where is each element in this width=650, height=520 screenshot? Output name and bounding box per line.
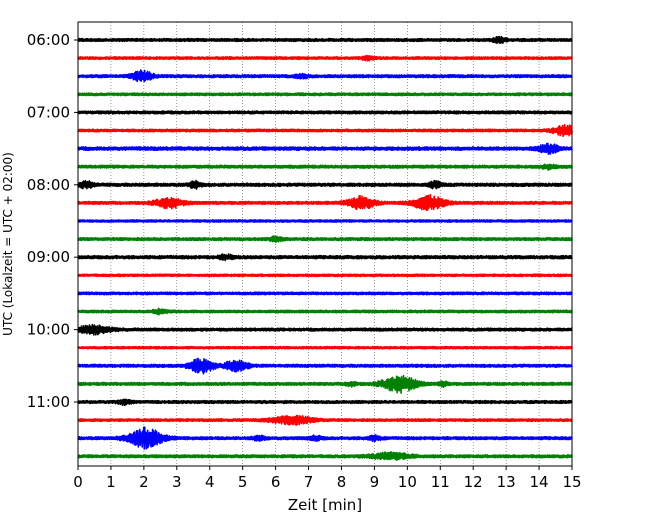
y-tick-label: 11:00 — [27, 393, 70, 411]
trace-10:15 — [77, 345, 573, 350]
trace-07:30 — [77, 142, 573, 155]
trace-11:15 — [77, 414, 573, 426]
x-tick-label: 10 — [398, 473, 417, 491]
trace-09:15 — [77, 273, 573, 278]
trace-07:00 — [77, 110, 573, 115]
trace-09:30 — [77, 291, 573, 296]
x-grid — [110, 22, 540, 466]
trace-11:30 — [77, 426, 573, 450]
y-tick-label: 09:00 — [27, 248, 70, 266]
x-tick-label: 7 — [304, 473, 314, 491]
trace-08:15 — [77, 193, 573, 212]
trace-07:45 — [77, 163, 573, 171]
plot-frame — [77, 21, 573, 467]
y-tick-label: 07:00 — [27, 103, 70, 121]
trace-06:15 — [77, 54, 573, 62]
y-tick-label: 06:00 — [27, 31, 70, 49]
trace-11:45 — [77, 451, 573, 461]
trace-10:45 — [77, 374, 573, 394]
x-tick-label: 14 — [530, 473, 549, 491]
x-tick-label: 4 — [205, 473, 215, 491]
x-tick-label: 9 — [370, 473, 380, 491]
x-tick-label: 3 — [172, 473, 182, 491]
trace-07:15 — [77, 124, 573, 138]
x-axis-ticks: 0 1 2 3 4 5 6 7 8 9 10 11 12 13 14 15 — [73, 466, 582, 491]
x-tick-label: 15 — [562, 473, 581, 491]
y-tick-label: 08:00 — [27, 176, 70, 194]
x-tick-label: 0 — [73, 473, 83, 491]
x-tick-label: 12 — [464, 473, 483, 491]
trace-06:00 — [77, 35, 573, 44]
x-tick-label: 6 — [271, 473, 281, 491]
x-tick-label: 11 — [431, 473, 450, 491]
x-tick-label: 1 — [106, 473, 116, 491]
trace-06:45 — [77, 92, 573, 97]
trace-08:00 — [77, 179, 573, 190]
traces — [77, 35, 573, 461]
trace-11:00 — [77, 398, 573, 407]
trace-10:00 — [77, 323, 573, 336]
y-axis-label: UTC (Lokalzeit = UTC + 02:00) — [1, 152, 15, 336]
trace-09:00 — [77, 253, 573, 262]
x-tick-label: 8 — [337, 473, 347, 491]
trace-09:45 — [77, 307, 573, 316]
trace-08:30 — [77, 219, 573, 223]
y-axis-ticks: 06:00 07:00 08:00 09:00 10:00 11:00 — [27, 31, 78, 411]
x-tick-label: 13 — [497, 473, 516, 491]
trace-10:30 — [77, 357, 573, 375]
trace-08:45 — [77, 235, 573, 243]
x-axis-label: Zeit [min] — [288, 496, 362, 514]
x-tick-label: 5 — [238, 473, 248, 491]
x-tick-label: 2 — [139, 473, 149, 491]
trace-06:30 — [77, 69, 573, 83]
y-tick-label: 10:00 — [27, 321, 70, 339]
